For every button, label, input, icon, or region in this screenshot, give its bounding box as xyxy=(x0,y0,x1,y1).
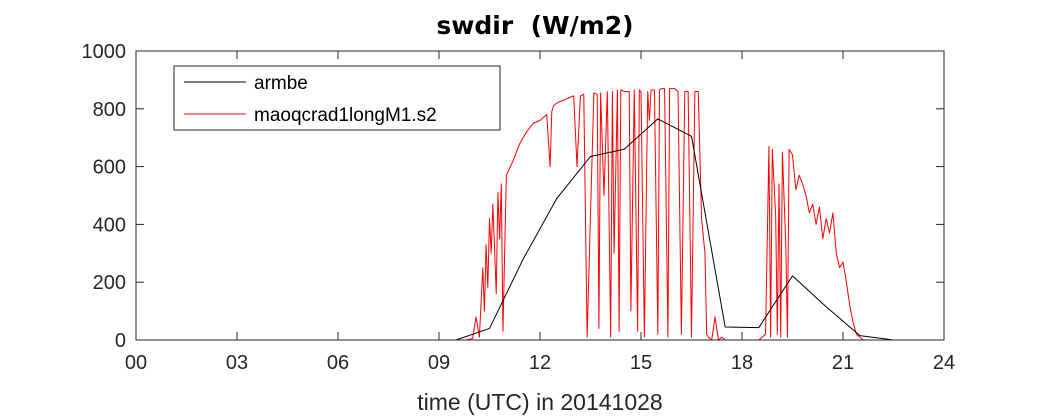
x-axis-label: time (UTC) in 20141028 xyxy=(417,389,662,415)
x-tick-label: 09 xyxy=(428,352,450,374)
x-tick-label: 15 xyxy=(630,352,652,374)
legend-label-maoqcrad1longM1: maoqcrad1longM1.s2 xyxy=(254,105,437,126)
x-tick-label: 24 xyxy=(933,352,955,374)
y-tick-label: 1000 xyxy=(82,41,127,63)
ticks-layer: 00 03 06 09 12 15 18 21 24 0 200 400 600 800 1000 xyxy=(82,41,956,374)
x-tick-label: 06 xyxy=(327,352,349,374)
x-tick-label: 18 xyxy=(731,352,753,374)
series-line-maoqcrad1longm1-s2 xyxy=(136,88,944,341)
legend: armbe maoqcrad1longM1.s2 xyxy=(173,65,501,131)
legend-label-armbe: armbe xyxy=(254,73,308,94)
y-tick-label: 600 xyxy=(93,157,126,179)
x-tick-label: 21 xyxy=(832,352,854,374)
x-tick-label: 12 xyxy=(529,352,551,374)
x-tick-label: 00 xyxy=(125,352,147,374)
x-tick-label: 03 xyxy=(226,352,248,374)
y-tick-label: 400 xyxy=(93,214,126,236)
chart-title: swdir (W/m2) xyxy=(436,11,633,40)
legend-box xyxy=(173,65,501,131)
y-tick-label: 0 xyxy=(115,330,126,352)
y-tick-label: 800 xyxy=(93,99,126,121)
y-tick-label: 200 xyxy=(93,272,126,294)
